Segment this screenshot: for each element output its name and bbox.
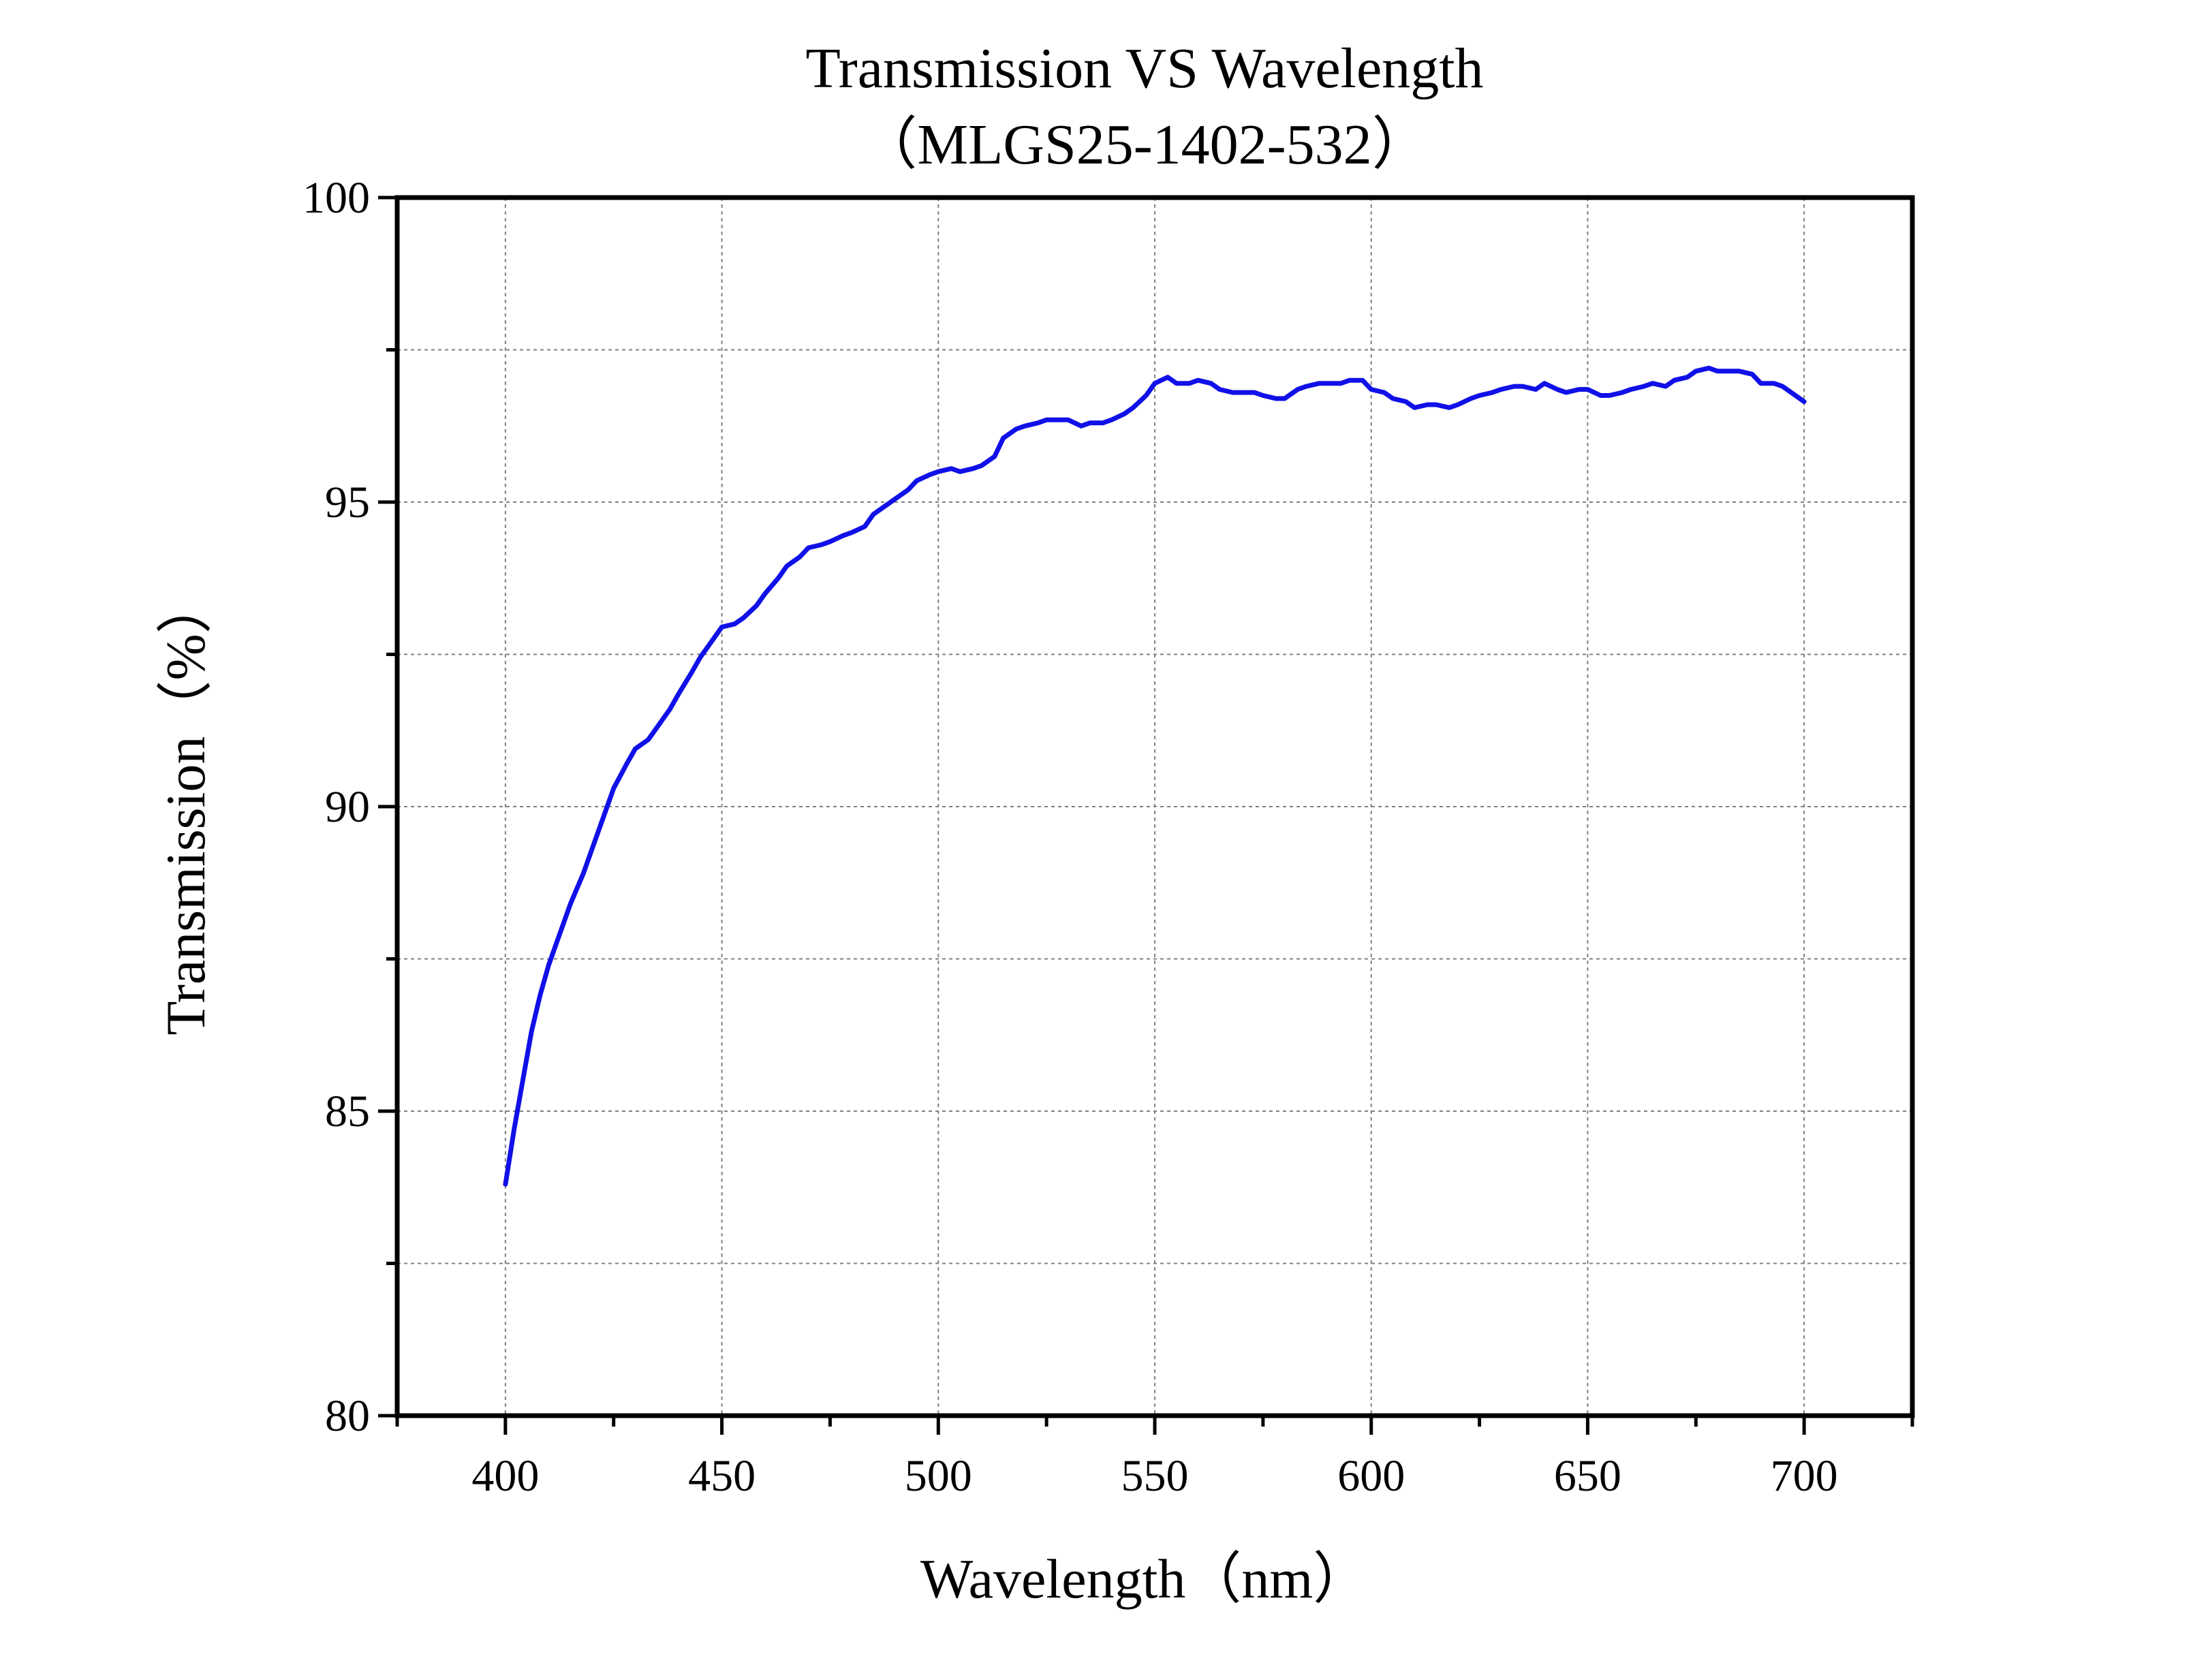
y-tick-label: 90 xyxy=(325,782,370,832)
y-tick-label: 85 xyxy=(325,1087,370,1136)
ticks: 400 450 500 550 600 650 700 80 85 90 95 100 xyxy=(302,173,1914,1501)
x-tick-label: 550 xyxy=(1121,1451,1189,1501)
y-axis-label: Transmission（%） xyxy=(155,578,217,1035)
transmission-line xyxy=(503,365,1807,1187)
x-axis-label: Wavelength（nm） xyxy=(920,1548,1369,1610)
x-tick-label: 400 xyxy=(471,1451,539,1501)
x-tick-label: 450 xyxy=(688,1451,756,1501)
x-tick-label: 600 xyxy=(1337,1451,1405,1501)
y-tick-label: 100 xyxy=(302,173,370,223)
y-tick-label: 95 xyxy=(325,478,370,527)
x-tick-label: 650 xyxy=(1554,1451,1621,1501)
grid xyxy=(397,198,1912,1416)
chart-subtitle: （MLGS25-1402-532） xyxy=(860,113,1429,176)
chart-title: Transmission VS Wavelength xyxy=(805,37,1483,100)
x-tick-label: 500 xyxy=(905,1451,972,1501)
y-tick-label: 80 xyxy=(325,1391,370,1441)
x-tick-label: 700 xyxy=(1771,1451,1838,1501)
series-layer xyxy=(503,365,1807,1187)
